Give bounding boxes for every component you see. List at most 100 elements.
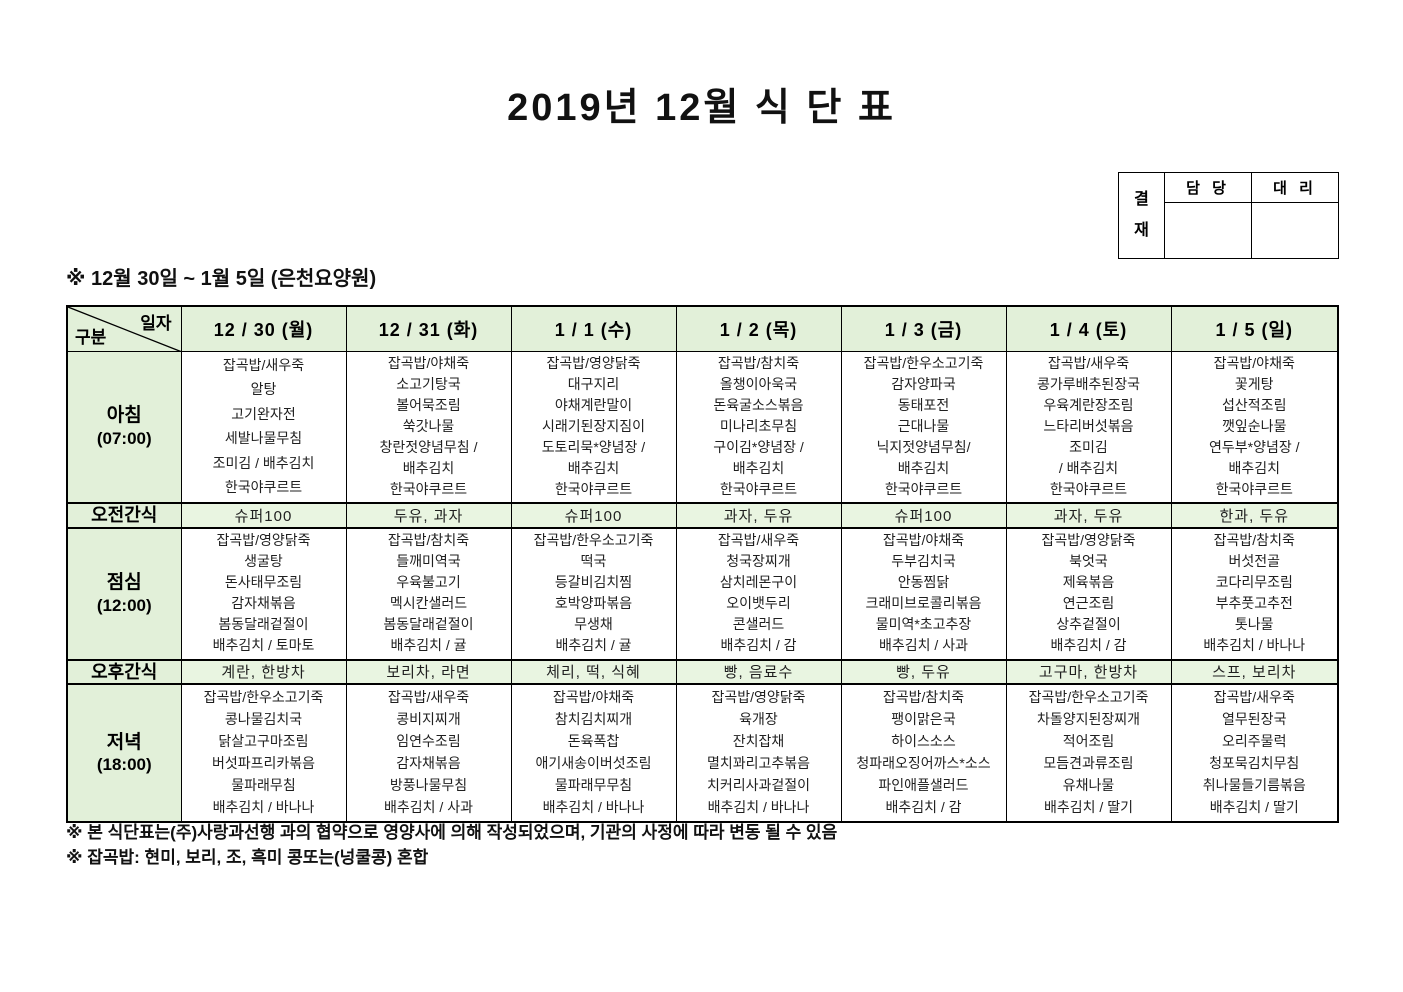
menu-item: 콩나물김치국 [224,711,303,728]
snack-cell: 빵, 음료수 [675,658,842,685]
menu-item: 조미김 / 배추김치 [212,454,315,471]
row-lunch: 점심 (12:00) 잡곡밥/영양닭죽 생굴탕 돈사태무조림 감자채볶음 봄동달래겉절이 배추… [66,527,1339,660]
menu-item: 봄동달래겉절이 [383,616,474,633]
menu-item: 청국장찌개 [726,553,791,570]
day-header: 1 / 5 (일) [1170,305,1339,352]
corner-label-category: 구분 [75,327,107,347]
menu-item: 감자채볶음 [396,755,461,772]
menu-item: 깻잎순나물 [1222,418,1287,435]
menu-item: 감자채볶음 [231,595,296,612]
snack-text: 보리차, 라면 [386,664,471,682]
menu-item: 닉지젓양념무침/ [876,438,971,455]
menu-lines: 잡곡밥/새우죽 청국장찌개 삼치레몬구이 오이뱃두리 콘샐러드 배추김치 / 감 [677,531,840,657]
menu-item: 시래기된장지짐이 [541,418,646,435]
menu-item: 닭살고구마조림 [218,733,309,750]
approval-col-deputy: 대 리 [1251,172,1339,203]
menu-item: 잡곡밥/영양닭죽 [711,689,806,706]
menu-item: 북엇국 [1069,553,1108,570]
row-morning-snack: 오전간식 슈퍼100 두유, 과자 슈퍼100 과자, 두유 슈퍼100 과자, 두유 한과,… [66,502,1339,529]
menu-item: 청파래오징어까스*소스 [856,755,991,772]
menu-item: 팽이맑은국 [891,711,956,728]
menu-item: 한국야쿠르트 [554,480,633,497]
snack-cell: 과자, 두유 [675,502,842,529]
menu-item: 도토리묵*양념장 / [541,438,646,455]
menu-cell: 잡곡밥/야채죽 소고기탕국 볼어묵조림 쑥갓나물 창란젓양념무침 / 배추김치 한국야쿠르트 [345,350,512,504]
menu-item: 오리주물럭 [1222,733,1287,750]
menu-item: 배추김치 / 감 [885,799,962,816]
menu-item: 돈사태무조림 [224,574,303,591]
menu-lines: 잡곡밥/한우소고기죽 차돌양지된장찌개 적어조림 모듬견과류조림 유채나물 배추김치 / … [1007,687,1170,819]
menu-item: 한국야쿠르트 [1215,480,1293,497]
menu-item: 배추김치 / 사과 [879,637,968,654]
menu-cell: 잡곡밥/새우죽 콩비지찌개 임연수조림 감자채볶음 방풍나물무침 배추김치 / 사과 [345,683,512,823]
menu-item: 차돌양지된장찌개 [1036,711,1141,728]
row-label-text: 저녁 [106,731,142,753]
snack-cell: 고구마, 한방차 [1005,658,1172,685]
menu-cell: 잡곡밥/참치죽 팽이맑은국 하이스소스 청파래오징어까스*소스 파인애플샐러드 배추김치 … [840,683,1007,823]
menu-item: 배추김치 [732,459,785,476]
period-subtitle: ※ 12월 30일 ~ 1월 5일 (은천요양원) [66,268,377,290]
menu-item: 잡곡밥/야채죽 [882,532,965,549]
row-dinner: 저녁 (18:00) 잡곡밥/한우소고기죽 콩나물김치국 닭살고구마조림 버섯파프리카볶음… [66,683,1339,823]
menu-item: 한국야쿠르트 [224,479,303,496]
menu-item: 떡국 [580,553,607,570]
day-header: 1 / 2 (목) [675,305,842,352]
row-label-afternoon-snack: 오후간식 [66,658,182,685]
snack-text: 계란, 한방차 [221,664,306,682]
menu-cell: 잡곡밥/참치죽 올챙이아욱국 돈육굴소스볶음 미나리초무침 구이김*양념장 / 배추김치 한… [675,350,842,504]
menu-item: 임연수조림 [396,733,461,750]
menu-item: 제육볶음 [1062,574,1115,591]
snack-cell: 두유, 과자 [345,502,512,529]
menu-item: 물미역*초고추장 [875,616,972,633]
menu-item: 잡곡밥/한우소고기죽 [533,532,654,549]
menu-lines: 잡곡밥/야채죽 두부김치국 안동찜닭 크래미브로콜리볶음 물미역*초고추장 배추김치 / … [842,531,1005,657]
diagonal-line [68,307,179,350]
snack-cell: 과자, 두유 [1005,502,1172,529]
menu-item: 한국야쿠르트 [389,480,468,497]
menu-item: 유채나물 [1062,777,1115,794]
menu-item: 물파래무무침 [554,777,633,794]
menu-item: 잡곡밥/참치죽 [387,532,470,549]
menu-lines: 잡곡밥/한우소고기죽 콩나물김치국 닭살고구마조림 버섯파프리카볶음 물파래무침 배추김치… [182,687,345,819]
snack-cell: 한과, 두유 [1170,502,1339,529]
menu-item: 잡곡밥/참치죽 [717,355,800,372]
menu-item: 호박양파볶음 [554,595,633,612]
menu-item: 섭산적조림 [1222,397,1287,414]
menu-item: 콩비지찌개 [396,711,461,728]
snack-text: 한과, 두유 [1219,507,1290,525]
menu-cell: 잡곡밥/한우소고기죽 감자양파국 동태포전 근대나물 닉지젓양념무침/배추김치 한국야쿠르… [840,350,1007,504]
menu-item: 감자양파국 [891,376,956,393]
menu-item: 고기완자전 [231,405,296,422]
menu-item: 부추풋고추전 [1215,595,1293,612]
menu-item: 볼어묵조림 [396,397,461,414]
snack-cell: 계란, 한방차 [180,658,347,685]
menu-item: 청포묵김치무침 [1209,755,1300,772]
menu-lines: 잡곡밥/한우소고기죽 떡국 등갈비김치찜 호박양파볶음 무생채 배추김치 / 귤 [512,531,675,657]
menu-item: 잡곡밥/새우죽 [1047,355,1130,372]
menu-item: 배추김치 / 딸기 [1044,799,1133,816]
menu-item: 배추김치 / 감 [1050,637,1127,654]
menu-item: 들깨미역국 [396,553,461,570]
row-afternoon-snack: 오후간식 계란, 한방차 보리차, 라면 체리, 떡, 식혜 빵, 음료수 빵, 두유 고구… [66,658,1339,685]
row-time: (07:00) [96,429,152,448]
menu-item: / 배추김치 [1058,459,1119,476]
menu-item: 느타리버섯볶음 [1043,418,1134,435]
row-time: (18:00) [96,755,152,775]
menu-item: 봄동달래겉절이 [218,616,309,633]
menu-item: 잡곡밥/영양닭죽 [1041,532,1136,549]
approval-title: 결재 [1118,172,1165,259]
day-header: 12 / 30 (월) [180,305,347,352]
menu-item: 배추김치 / 딸기 [1209,799,1299,816]
day-header-row: 일자 구분 12 / 30 (월) 12 / 31 (화) 1 / 1 (수) 1 / 2… [66,305,1339,352]
menu-cell: 잡곡밥/새우죽 청국장찌개 삼치레몬구이 오이뱃두리 콘샐러드 배추김치 / 감 [675,527,842,660]
menu-item: 한국야쿠르트 [719,480,798,497]
menu-item: 배추김치 [897,459,950,476]
menu-item: 잡곡밥/참치죽 [1213,532,1295,549]
menu-item: 생굴탕 [244,553,283,570]
menu-item: 우육불고기 [396,574,461,591]
menu-item: 알탕 [250,381,277,398]
menu-item: 한국야쿠르트 [1049,480,1128,497]
snack-text: 고구마, 한방차 [1038,664,1139,682]
day-header: 1 / 4 (토) [1005,305,1172,352]
menu-item: 잡곡밥/야채죽 [1213,355,1295,372]
